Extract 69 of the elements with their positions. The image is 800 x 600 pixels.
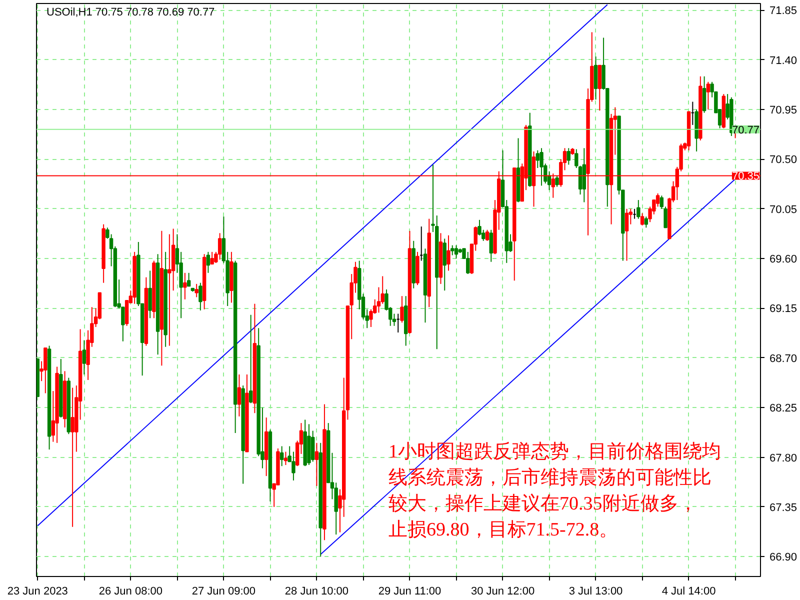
candlestick bbox=[450, 244, 454, 256]
x-tick-label: 30 Jun 12:00 bbox=[470, 586, 535, 598]
y-tick-label: 70.95 bbox=[770, 104, 798, 116]
annotation: 1小时图超跌反弹态势，目前价格围绕均 bbox=[388, 442, 721, 462]
y-tick-label: 69.15 bbox=[770, 303, 798, 316]
candlestick bbox=[237, 374, 242, 417]
y-tick-label: 71.40 bbox=[770, 54, 798, 67]
candlestick bbox=[706, 81, 710, 110]
candlestick bbox=[183, 272, 187, 300]
x-tick-label: 27 Jun 09:00 bbox=[192, 586, 256, 598]
candlestick bbox=[644, 216, 648, 228]
candlestick bbox=[702, 76, 706, 114]
candlestick bbox=[218, 232, 222, 260]
candlestick bbox=[292, 451, 296, 481]
candlestick bbox=[210, 251, 214, 265]
candlestick bbox=[640, 212, 644, 226]
candlestick bbox=[194, 283, 198, 298]
candlestick bbox=[248, 314, 253, 404]
candlestick bbox=[400, 296, 404, 324]
annotation: 线系统震荡，后市维持震荡的可能性比 bbox=[388, 466, 712, 488]
y-tick-label: 68.25 bbox=[770, 402, 798, 415]
candlestick bbox=[624, 208, 629, 262]
candlestick bbox=[594, 56, 598, 100]
candlestick bbox=[489, 229, 493, 262]
ref-line-label: 70.35 bbox=[732, 170, 760, 183]
candlestick bbox=[124, 300, 129, 326]
y-tick-label: 68.70 bbox=[770, 352, 798, 365]
chart-title: USOil,H1 70.75 70.78 70.69 70.77 bbox=[46, 6, 215, 18]
x-tick-label: 29 Jun 11:00 bbox=[378, 586, 442, 598]
candlestick bbox=[485, 229, 490, 242]
candlestick bbox=[148, 270, 152, 319]
candlestick bbox=[82, 340, 86, 375]
y-tick-label: 69.60 bbox=[770, 254, 798, 266]
candlestick bbox=[656, 192, 660, 208]
x-tick-label: 23 Jun 2023 bbox=[7, 586, 68, 598]
candlestick bbox=[536, 150, 540, 169]
candlestick bbox=[310, 430, 315, 462]
candlestick bbox=[540, 148, 544, 186]
x-tick-label: 26 Jun 08:00 bbox=[98, 586, 162, 598]
y-tick-label: 70.50 bbox=[770, 154, 798, 166]
candlestick bbox=[206, 251, 210, 274]
candlestick bbox=[555, 175, 559, 188]
y-tick-label: 67.35 bbox=[770, 502, 798, 514]
candlestick bbox=[636, 200, 640, 220]
candlestick bbox=[454, 244, 458, 260]
candlestick bbox=[284, 451, 288, 466]
annotation: 止损69.80，目标71.5-72.8。 bbox=[388, 520, 618, 540]
y-tick-label: 71.85 bbox=[770, 5, 798, 18]
candlestick bbox=[44, 347, 48, 394]
candlestick bbox=[314, 442, 319, 486]
candlestick bbox=[566, 148, 571, 166]
candlestick bbox=[70, 387, 74, 528]
x-tick-label: 28 Jun 10:00 bbox=[284, 586, 349, 598]
annotation: 较大，操作上建议在70.35附近做多， bbox=[388, 492, 698, 514]
candlestick bbox=[380, 276, 384, 304]
y-tick-label: 67.80 bbox=[770, 452, 798, 464]
candlestick bbox=[660, 195, 664, 210]
candlestick bbox=[466, 251, 470, 274]
candlestick bbox=[598, 64, 602, 112]
candlestick bbox=[198, 282, 202, 311]
candlestick bbox=[186, 272, 191, 287]
x-tick-label: 4 Jul 14:00 bbox=[662, 586, 716, 598]
candlestick bbox=[280, 446, 284, 467]
x-tick-label: 3 Jul 13:00 bbox=[568, 586, 623, 598]
y-tick-label: 66.90 bbox=[770, 552, 798, 564]
ref-line-label: 70.77 bbox=[732, 124, 760, 136]
candlestick bbox=[446, 234, 450, 272]
candlestick bbox=[442, 238, 446, 292]
y-tick-label: 70.05 bbox=[770, 204, 798, 216]
